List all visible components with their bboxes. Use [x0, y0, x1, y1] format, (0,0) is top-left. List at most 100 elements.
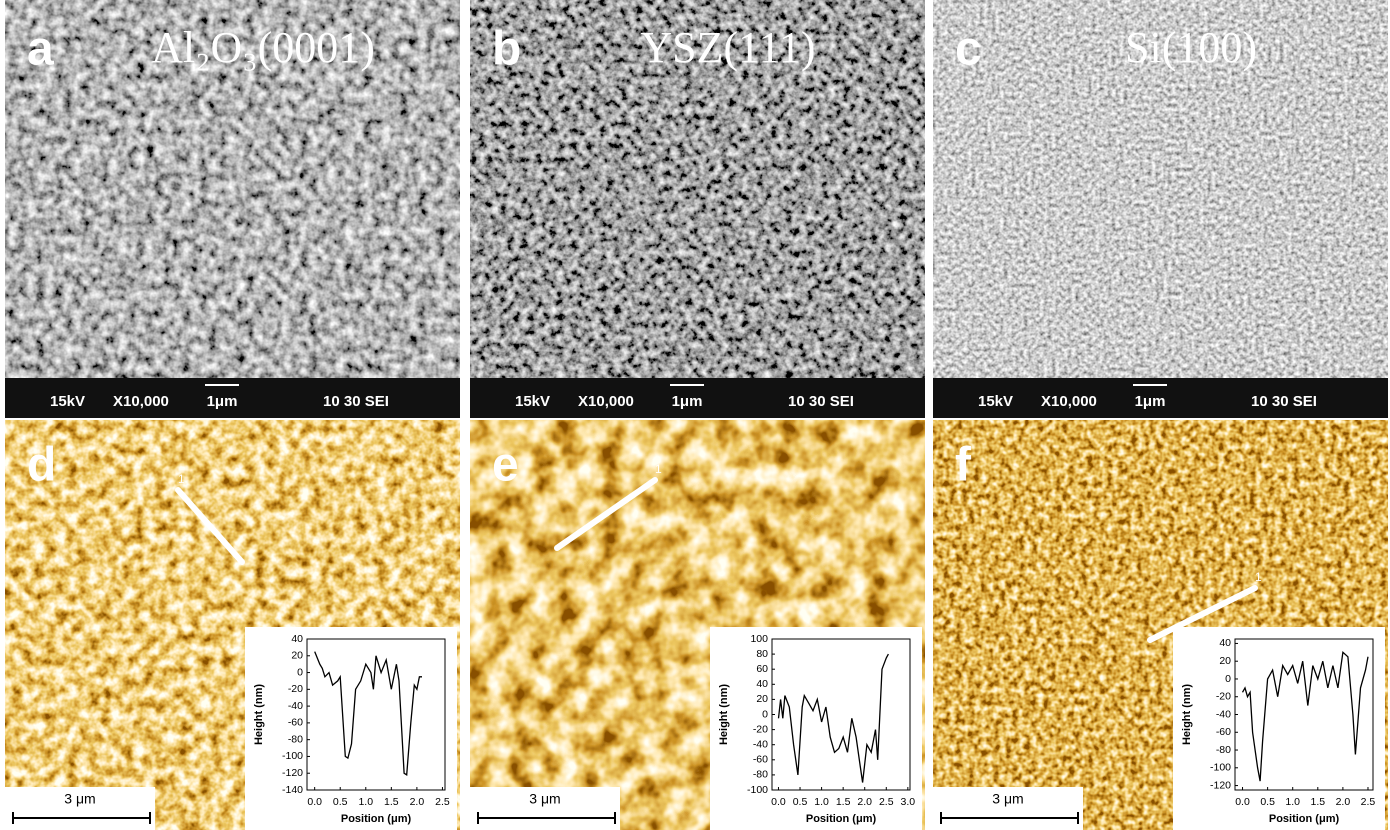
y-tick-label: -120	[282, 767, 303, 779]
y-tick-label: -60	[288, 717, 303, 729]
x-tick-label: 1.0	[358, 796, 373, 808]
y-tick-label: -20	[753, 723, 768, 735]
y-tick-label: -60	[753, 754, 768, 766]
x-tick-label: 2.5	[435, 796, 450, 808]
panel-title: YSZ(111)	[640, 23, 815, 72]
y-tick-label: -80	[753, 769, 768, 781]
magnification: X10,000	[113, 393, 169, 410]
y-tick-label: -20	[288, 683, 303, 695]
y-tick-label: 80	[756, 648, 768, 660]
panel-label: c	[955, 23, 982, 76]
y-axis-label: Height (nm)	[1181, 684, 1193, 745]
y-tick-label: -40	[1216, 708, 1231, 720]
x-tick-label: 0.5	[793, 796, 808, 808]
y-tick-label: 40	[291, 633, 303, 645]
x-axis-label: Position (μm)	[341, 813, 412, 825]
voltage: 15kV	[50, 393, 85, 410]
y-tick-label: -40	[753, 738, 768, 750]
profile-line-label: 1	[655, 462, 662, 476]
y-tick-label: -120	[1210, 779, 1231, 791]
profile-line	[175, 487, 245, 565]
y-tick-label: -100	[1210, 762, 1231, 774]
y-tick-label: 20	[756, 693, 768, 705]
y-tick-label: 40	[1219, 637, 1231, 649]
y-axis-label: Height (nm)	[253, 684, 265, 745]
y-tick-label: 20	[1219, 655, 1231, 667]
y-tick-label: 100	[750, 633, 768, 645]
x-tick-label: 2.5	[1361, 796, 1376, 808]
session-code: 10 30 SEI	[323, 393, 389, 410]
panel-title: Si(100)	[1125, 23, 1257, 72]
profile-line-label: 1	[1255, 570, 1262, 584]
sem-image	[5, 0, 460, 378]
profile-curve	[777, 653, 889, 783]
x-tick-label: 0.0	[307, 796, 322, 808]
x-axis-label: Position (μm)	[1269, 813, 1340, 825]
x-tick-label: 1.5	[1310, 796, 1325, 808]
x-tick-label: 1.0	[814, 796, 829, 808]
scale-label: 3 μm	[992, 791, 1023, 807]
scale-label: 3 μm	[64, 791, 95, 807]
scale-label: 3 μm	[529, 791, 560, 807]
x-tick-label: 2.0	[857, 796, 872, 808]
panel-label: b	[492, 23, 521, 76]
x-tick-label: 2.0	[410, 796, 425, 808]
y-tick-label: -40	[288, 700, 303, 712]
x-axis-label: Position (μm)	[806, 813, 877, 825]
scale-box	[933, 787, 1083, 830]
session-code: 10 30 SEI	[788, 393, 854, 410]
voltage: 15kV	[978, 393, 1013, 410]
x-tick-label: 0.0	[771, 796, 786, 808]
inset-background	[1173, 627, 1385, 830]
magnification: X10,000	[578, 393, 634, 410]
session-code: 10 30 SEI	[1251, 393, 1317, 410]
inset-background	[710, 627, 922, 830]
y-tick-label: 20	[291, 650, 303, 662]
x-tick-label: 1.5	[836, 796, 851, 808]
profile-curve	[314, 651, 422, 777]
plot-frame	[306, 638, 446, 791]
inset-background	[245, 627, 457, 830]
panel-label: e	[492, 439, 519, 492]
voltage: 15kV	[515, 393, 550, 410]
y-tick-label: 0	[762, 708, 768, 720]
scale-bar	[477, 812, 616, 824]
y-tick-label: -140	[282, 784, 303, 796]
x-tick-label: 0.5	[1260, 796, 1275, 808]
y-tick-label: 0	[297, 666, 303, 678]
x-tick-label: 1.0	[1285, 796, 1300, 808]
x-tick-label: 1.5	[384, 796, 399, 808]
profile-curve	[1241, 650, 1369, 782]
y-tick-label: -80	[1216, 744, 1231, 756]
y-tick-label: -100	[747, 784, 768, 796]
scale-label: 1μm	[672, 393, 703, 410]
scale-label: 1μm	[1135, 393, 1166, 410]
panel-label: f	[955, 439, 972, 492]
scale-bar	[940, 812, 1079, 824]
magnification: X10,000	[1041, 393, 1097, 410]
panel-label: a	[27, 23, 54, 76]
profile-line	[1147, 585, 1258, 643]
y-tick-label: 60	[756, 663, 768, 675]
profile-line	[554, 477, 658, 551]
y-tick-label: 40	[756, 678, 768, 690]
x-tick-label: 2.0	[1336, 796, 1351, 808]
scale-box	[470, 787, 620, 830]
x-tick-label: 3.0	[901, 796, 916, 808]
x-tick-label: 0.0	[1235, 796, 1250, 808]
scale-label: 1μm	[207, 393, 238, 410]
y-tick-label: -100	[282, 750, 303, 762]
y-tick-label: -20	[1216, 691, 1231, 703]
y-axis-label: Height (nm)	[718, 684, 730, 745]
y-tick-label: -60	[1216, 726, 1231, 738]
panel-title: Al₂O₃(0001)	[151, 23, 375, 72]
profile-line-label: 1	[178, 472, 185, 486]
scale-box	[5, 787, 155, 830]
x-tick-label: 0.5	[333, 796, 348, 808]
y-tick-label: -80	[288, 733, 303, 745]
sem-image	[470, 0, 925, 378]
panel-label: d	[27, 439, 56, 492]
y-tick-label: 0	[1225, 673, 1231, 685]
